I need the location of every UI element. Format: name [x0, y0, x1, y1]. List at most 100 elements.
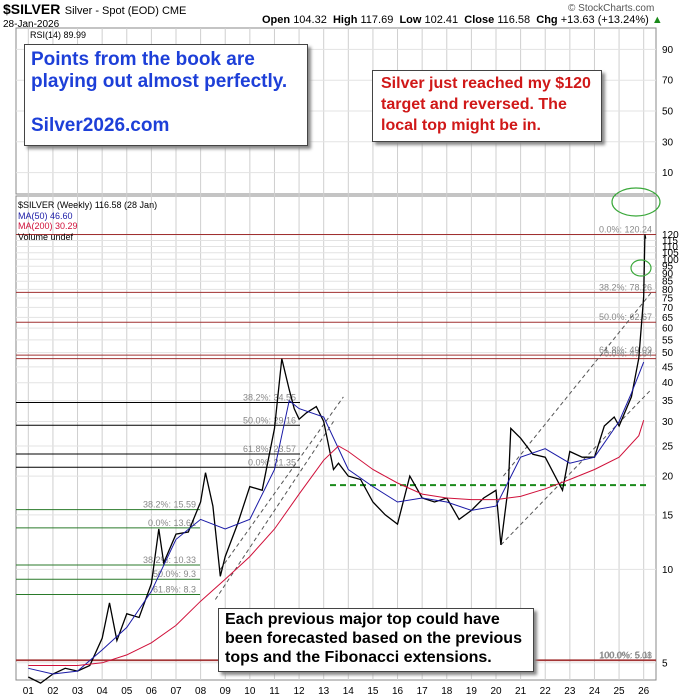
x-tick-label-20: 20	[490, 686, 502, 697]
y-tick-label-45: 45	[662, 362, 674, 373]
fib-label-2: 50.0%: 62.67	[599, 312, 652, 322]
x-tick-label-05: 05	[121, 686, 133, 697]
stockcharts-watermark: © StockCharts.com	[568, 3, 655, 14]
callout-black-line-2: been forecasted based on the previous	[225, 630, 522, 647]
x-tick-label-13: 13	[318, 686, 330, 697]
circle-marks	[611, 187, 661, 277]
x-tick-label-01: 01	[23, 686, 35, 697]
x-tick-label-07: 07	[170, 686, 182, 697]
rsi-tick-label-50: 50	[662, 107, 674, 118]
y-tick-label-25: 25	[662, 442, 674, 453]
series-line-0	[28, 234, 647, 684]
x-tick-label-16: 16	[392, 686, 404, 697]
y-tick-label-120: 120	[662, 230, 679, 241]
chart-frame	[15, 27, 657, 681]
open-label: Open	[262, 14, 291, 26]
target-callout: Silver just reached my $120 target and r…	[372, 70, 602, 142]
fib-label-0: 0.0%: 120.24	[599, 224, 652, 234]
x-tick-label-26: 26	[638, 686, 650, 697]
legend-main: $SILVER (Weekly) 116.58 (28 Jan)	[18, 200, 158, 210]
ohlc-readout: Open 104.32 High 117.69 Low 102.41 Close…	[262, 14, 663, 26]
x-tick-label-22: 22	[540, 686, 552, 697]
close-value: 116.58	[497, 14, 531, 26]
callout-blue-line-3: Silver2026.com	[31, 115, 170, 136]
rsi-tick-label-30: 30	[662, 137, 674, 148]
trend-channel-3	[502, 292, 652, 477]
fib-label-5: 38.2%: 34.55	[243, 392, 296, 402]
x-tick-label-02: 02	[47, 686, 59, 697]
trend-channel-1	[219, 396, 344, 570]
symbol-description: Silver - Spot (EOD) CME	[64, 5, 187, 17]
x-tick-label-21: 21	[515, 686, 527, 697]
trend-channel-2	[500, 389, 652, 546]
fib-label-6: 50.0%: 29.16	[243, 415, 296, 425]
top-circle-mark	[611, 187, 661, 217]
x-tick-label-15: 15	[367, 686, 379, 697]
y-tick-label-65: 65	[662, 313, 674, 324]
rsi-tick-label-70: 70	[662, 76, 674, 87]
x-tick-label-04: 04	[97, 686, 109, 697]
close-label: Close	[464, 14, 495, 26]
y-axis: 1201151101051009590858075706560555045403…	[662, 230, 679, 669]
x-tick-label-10: 10	[244, 686, 256, 697]
x-tick-label-03: 03	[72, 686, 84, 697]
y-tick-label-40: 40	[662, 378, 674, 389]
y-tick-label-85: 85	[662, 277, 674, 288]
rsi-tick-label-10: 10	[662, 168, 674, 179]
y-tick-label-105: 105	[662, 248, 679, 259]
low-label: Low	[399, 14, 422, 26]
chart-legend: $SILVER (Weekly) 116.58 (28 Jan) MA(50) …	[18, 200, 157, 242]
x-tick-label-09: 09	[220, 686, 232, 697]
y-tick-label-75: 75	[662, 294, 674, 305]
fib-label-8: 0.0%: 21.35	[248, 457, 296, 467]
fib-label-7: 61.8%: 23.57	[243, 444, 296, 454]
y-tick-label-5: 5	[662, 658, 668, 669]
legend-ma50: MA(50) 46.60	[18, 210, 73, 221]
y-tick-label-115: 115	[662, 236, 678, 247]
open-value: 104.32	[293, 14, 327, 26]
x-tick-label-08: 08	[195, 686, 207, 697]
callout-blue-line-1: Points from the book are	[31, 49, 255, 70]
legend-ma200: MA(200) 30.29	[18, 221, 78, 231]
series-line-2	[28, 420, 645, 666]
series-lines	[28, 234, 647, 684]
y-tick-label-15: 15	[662, 510, 674, 521]
y-tick-label-80: 80	[662, 285, 674, 296]
high-label: High	[332, 14, 358, 26]
rsi-label: RSI(14) 89.99	[30, 30, 86, 40]
y-tick-label-90: 90	[662, 269, 674, 280]
x-tick-label-12: 12	[294, 686, 306, 697]
callout-blue-line-2: playing out almost perfectly.	[31, 71, 288, 92]
callout-red-line-2: target and reversed. The	[381, 96, 567, 113]
y-tick-label-95: 95	[662, 262, 674, 273]
x-tick-label-24: 24	[589, 686, 601, 697]
x-tick-label-17: 17	[417, 686, 429, 697]
chart-header: $SILVER Silver - Spot (EOD) CME	[3, 1, 186, 19]
x-tick-label-25: 25	[614, 686, 626, 697]
fib-label-13: 50.0%: 9.3	[153, 569, 196, 579]
price-panel-frame	[15, 195, 657, 681]
callout-black-line-3: tops and the Fibonacci extensions.	[225, 649, 492, 666]
retest-circle-mark	[630, 259, 652, 277]
callout-red-line-1: Silver just reached my $120	[381, 75, 591, 92]
y-tick-label-35: 35	[662, 396, 674, 407]
chart-date: 28-Jan-2026	[3, 19, 60, 30]
fib-label-11: 0.0%: 13.61	[148, 518, 196, 528]
chg-label: Chg	[536, 14, 558, 26]
legend-volume: Volume undef	[18, 231, 74, 242]
y-tick-label-110: 110	[662, 242, 678, 253]
x-tick-label-19: 19	[466, 686, 478, 697]
callout-black-line-1: Each previous major top could have	[225, 611, 500, 628]
fib-label-3: 61.8%: 49.09	[599, 345, 652, 355]
series-line-1	[28, 361, 645, 675]
up-arrow-icon: ▲	[651, 14, 663, 26]
symbol: $SILVER	[3, 1, 61, 17]
x-tick-label-06: 06	[146, 686, 158, 697]
high-value: 117.69	[360, 14, 394, 26]
y-tick-label-100: 100	[662, 255, 679, 266]
x-tick-label-14: 14	[343, 686, 355, 697]
x-axis: 01 02 03 04 05 06 07 08 09 10 11 12 13 14 15 16 17 18 19 20…	[23, 686, 650, 697]
fibonacci-lines: 0.0%: 120.24 38.2%: 78.26 50.0%: 62.67 61.8…	[16, 224, 656, 662]
y-tick-label-20: 20	[662, 472, 674, 483]
